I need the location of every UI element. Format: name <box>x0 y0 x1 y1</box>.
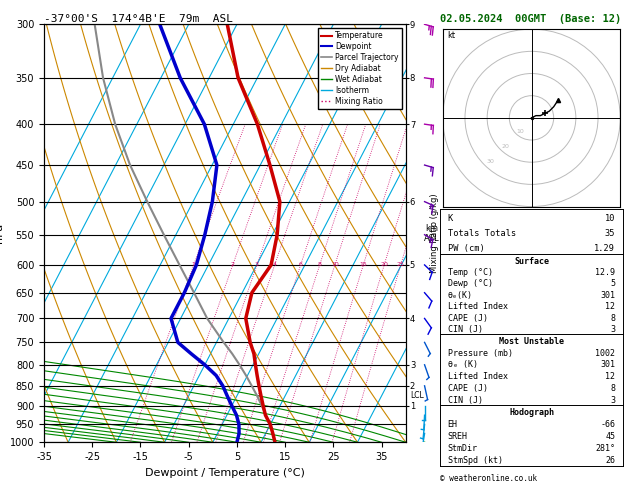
Text: 5: 5 <box>610 279 615 289</box>
Text: 45: 45 <box>606 432 615 441</box>
Text: θₑ (K): θₑ (K) <box>448 361 477 369</box>
Text: 10: 10 <box>516 129 524 134</box>
Text: Hodograph: Hodograph <box>509 408 554 417</box>
Text: PW (cm): PW (cm) <box>448 243 484 253</box>
Text: LCL: LCL <box>410 391 423 400</box>
Text: 301: 301 <box>601 361 615 369</box>
Text: 10: 10 <box>605 213 615 223</box>
Legend: Temperature, Dewpoint, Parcel Trajectory, Dry Adiabat, Wet Adiabat, Isotherm, Mi: Temperature, Dewpoint, Parcel Trajectory… <box>318 28 402 109</box>
Text: 8: 8 <box>610 384 615 393</box>
Text: Surface: Surface <box>514 257 549 265</box>
Text: 20: 20 <box>501 144 509 149</box>
Text: 1.29: 1.29 <box>594 243 615 253</box>
Text: CAPE (J): CAPE (J) <box>448 314 487 323</box>
Text: 3: 3 <box>610 396 615 405</box>
Text: © weatheronline.co.uk: © weatheronline.co.uk <box>440 474 537 483</box>
Text: StmSpd (kt): StmSpd (kt) <box>448 456 503 465</box>
Text: K: K <box>448 213 453 223</box>
Text: 1: 1 <box>192 262 196 267</box>
Text: 3: 3 <box>255 262 259 267</box>
Text: 301: 301 <box>601 291 615 300</box>
Text: kt: kt <box>447 31 455 40</box>
Text: Lifted Index: Lifted Index <box>448 372 508 381</box>
Text: 6: 6 <box>299 262 303 267</box>
Text: 15: 15 <box>359 262 367 267</box>
Text: Dewp (°C): Dewp (°C) <box>448 279 493 289</box>
Text: Temp (°C): Temp (°C) <box>448 268 493 277</box>
Text: CIN (J): CIN (J) <box>448 325 482 334</box>
Text: SREH: SREH <box>448 432 467 441</box>
Text: -66: -66 <box>601 420 615 429</box>
Text: 2: 2 <box>231 262 235 267</box>
Text: -37°00'S  174°4B'E  79m  ASL: -37°00'S 174°4B'E 79m ASL <box>44 14 233 23</box>
Text: CIN (J): CIN (J) <box>448 396 482 405</box>
Text: 26: 26 <box>606 456 615 465</box>
Text: 35: 35 <box>605 228 615 238</box>
Text: 8: 8 <box>610 314 615 323</box>
Text: θₑ(K): θₑ(K) <box>448 291 472 300</box>
Text: 1002: 1002 <box>596 348 615 358</box>
Text: 4: 4 <box>273 262 277 267</box>
Text: 10: 10 <box>331 262 339 267</box>
Text: 25: 25 <box>397 262 404 267</box>
Text: Lifted Index: Lifted Index <box>448 302 508 312</box>
Text: 3: 3 <box>610 325 615 334</box>
Text: 12: 12 <box>606 302 615 312</box>
Text: EH: EH <box>448 420 457 429</box>
Text: 30: 30 <box>486 159 494 164</box>
X-axis label: Dewpoint / Temperature (°C): Dewpoint / Temperature (°C) <box>145 468 305 478</box>
Text: 12.9: 12.9 <box>596 268 615 277</box>
Text: 281°: 281° <box>596 444 615 453</box>
Text: Most Unstable: Most Unstable <box>499 337 564 346</box>
Text: CAPE (J): CAPE (J) <box>448 384 487 393</box>
Text: 12: 12 <box>606 372 615 381</box>
Text: Pressure (mb): Pressure (mb) <box>448 348 513 358</box>
Text: 20: 20 <box>381 262 388 267</box>
Y-axis label: hPa: hPa <box>0 223 4 243</box>
Text: Mixing Ratio (g/kg): Mixing Ratio (g/kg) <box>430 193 439 273</box>
Text: Totals Totals: Totals Totals <box>448 228 516 238</box>
Text: 8: 8 <box>318 262 321 267</box>
Text: StmDir: StmDir <box>448 444 477 453</box>
Y-axis label: km
ASL: km ASL <box>424 224 440 243</box>
Text: 02.05.2024  00GMT  (Base: 12): 02.05.2024 00GMT (Base: 12) <box>440 14 621 24</box>
